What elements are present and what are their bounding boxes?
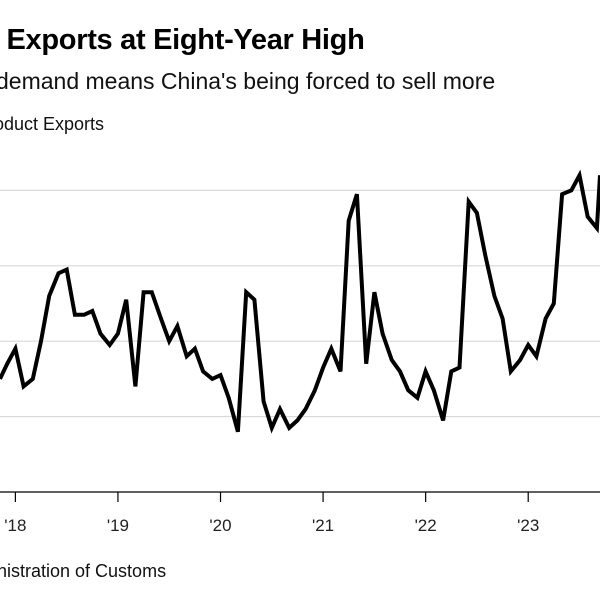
x-tick-label: '18: [4, 516, 26, 535]
x-tick-label: '21: [312, 516, 334, 535]
chart-subtitle: demand means China's being forced to sel…: [0, 68, 496, 94]
x-tick-label: '20: [209, 516, 231, 535]
x-tick-label: '22: [415, 516, 437, 535]
series-line: [0, 169, 600, 434]
y-axis-unit-label: oduct Exports: [0, 114, 105, 134]
x-tick-label: '19: [107, 516, 129, 535]
x-axis-ticks: '18 '19 '20 '21 '22 '23: [4, 492, 539, 535]
chart-title: l Exports at Eight-Year High: [0, 24, 365, 56]
gridlines: [0, 189, 600, 418]
x-tick-label: '23: [517, 516, 539, 535]
source-note: nistration of Customs: [0, 561, 167, 581]
